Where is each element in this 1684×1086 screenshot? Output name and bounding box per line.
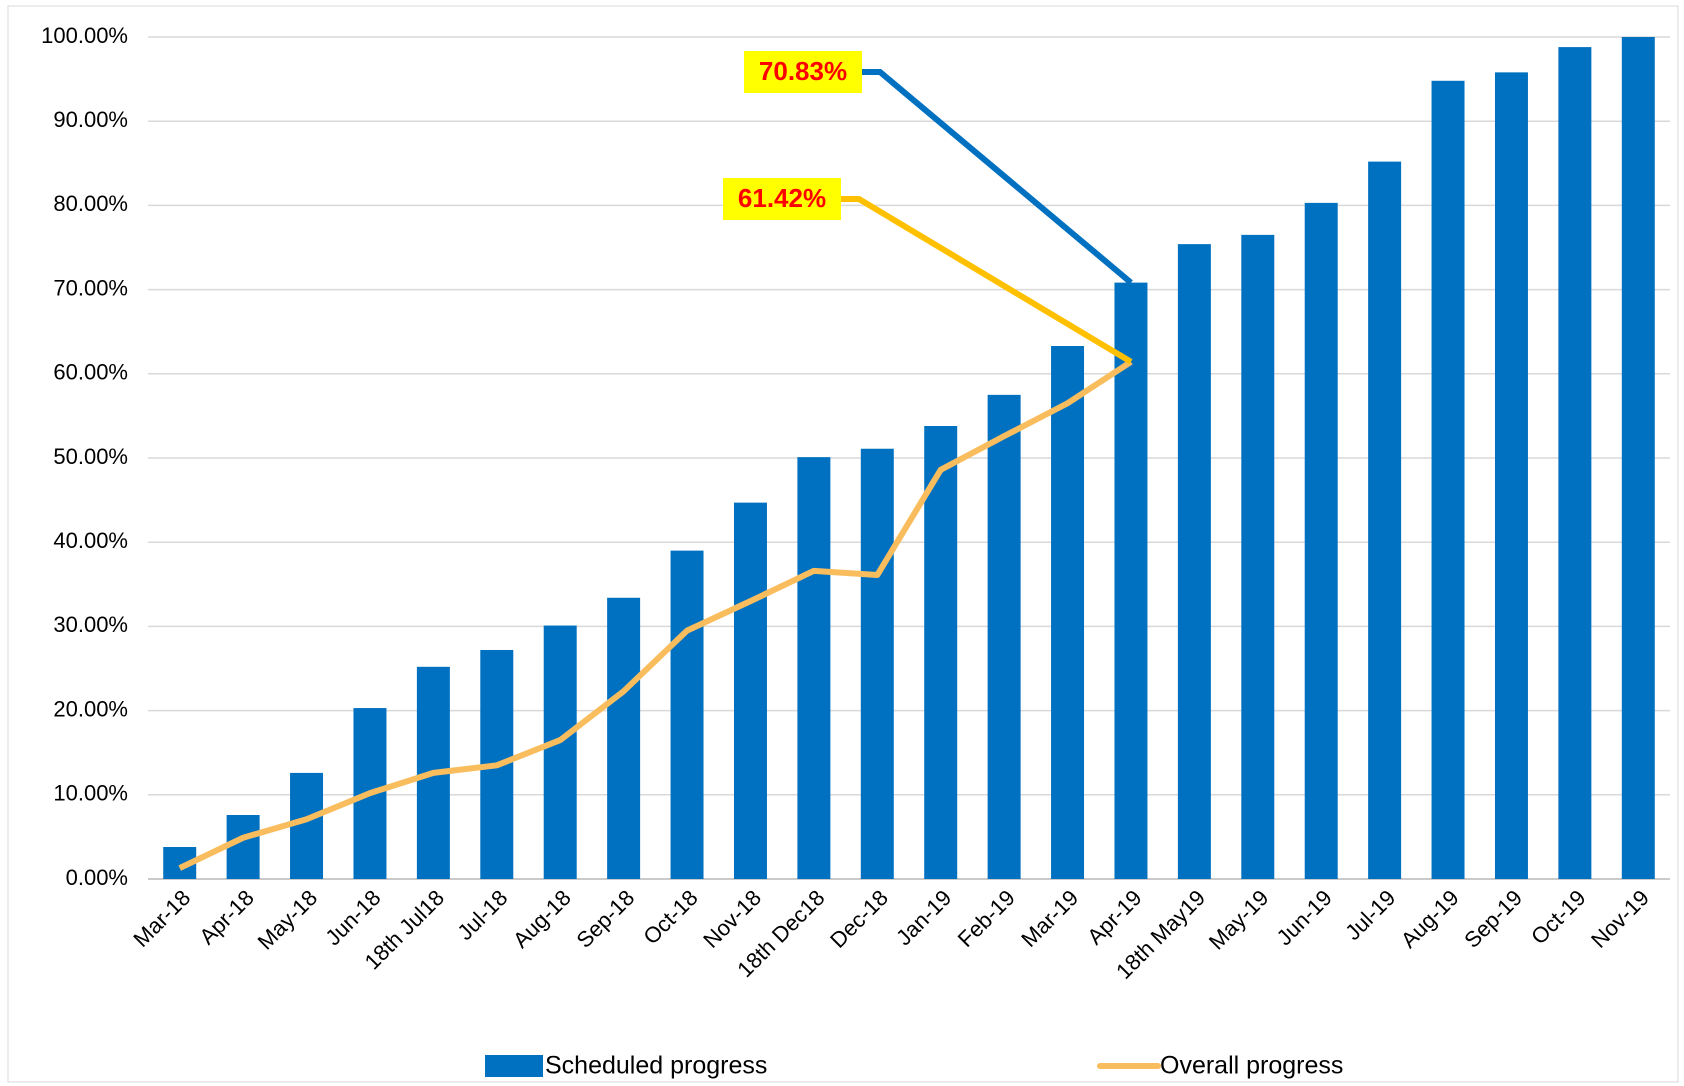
bar [1051, 346, 1085, 879]
x-tick-label: Jul-19 [1340, 885, 1400, 945]
x-tick-label: Aug-19 [1396, 885, 1464, 953]
callout-leader [862, 69, 1133, 285]
bar [1558, 47, 1592, 879]
x-tick-label: May-18 [253, 885, 323, 955]
callout-box [744, 51, 862, 93]
callout-leader [841, 196, 1133, 365]
bar [1241, 234, 1275, 879]
bar [860, 448, 894, 879]
x-tick-label: Aug-18 [508, 885, 576, 953]
x-tick-label: Oct-19 [1526, 885, 1590, 949]
bar [1114, 282, 1148, 879]
legend-swatch [485, 1055, 543, 1077]
bar [607, 597, 641, 879]
x-tick-label: Jun-19 [1272, 885, 1337, 950]
bar [290, 772, 324, 879]
bar [226, 815, 260, 879]
bar [924, 426, 958, 879]
bar [1494, 72, 1528, 879]
x-tick-label: Dec-18 [825, 885, 893, 953]
y-tick-label: 40.00% [53, 528, 128, 553]
y-tick-label: 70.00% [53, 275, 128, 300]
x-tick-label: Mar-18 [128, 885, 195, 952]
legend-label: Scheduled progress [545, 1052, 767, 1080]
bar [670, 550, 704, 879]
bar [797, 457, 831, 879]
bar [1304, 202, 1338, 879]
data-label: 70.83% [759, 56, 847, 86]
x-tick-label: Mar-19 [1016, 885, 1083, 952]
bar [1177, 244, 1211, 879]
bar [1431, 80, 1465, 879]
y-tick-label: 0.00% [66, 865, 128, 890]
x-tick-label: Apr-18 [194, 885, 258, 949]
y-tick-label: 20.00% [53, 696, 128, 721]
x-tick-label: May-19 [1204, 885, 1274, 955]
x-tick-label: Oct-18 [638, 885, 702, 949]
data-label: 61.42% [738, 183, 826, 213]
y-tick-label: 10.00% [53, 781, 128, 806]
bar [733, 502, 767, 879]
x-tick-label: Sep-18 [571, 885, 639, 953]
bar [1368, 161, 1402, 880]
y-tick-label: 100.00% [41, 23, 128, 48]
y-tick-label: 90.00% [53, 107, 128, 132]
x-tick-label: Jan-19 [891, 885, 956, 950]
y-tick-label: 60.00% [53, 360, 128, 385]
line [178, 359, 1133, 871]
x-tick-label: Sep-19 [1459, 885, 1527, 953]
y-tick-label: 50.00% [53, 444, 128, 469]
x-tick-label: Nov-19 [1586, 885, 1654, 953]
x-tick-label: Jul-18 [452, 885, 512, 945]
bar [1621, 37, 1655, 879]
y-tick-label: 30.00% [53, 612, 128, 637]
y-tick-label: 80.00% [53, 191, 128, 216]
chart-border [7, 5, 1679, 1083]
x-tick-label: Feb-19 [953, 885, 1020, 952]
legend-label: Overall progress [1160, 1052, 1343, 1080]
bar [543, 625, 577, 879]
bar [987, 394, 1021, 879]
callout-box [723, 178, 841, 220]
